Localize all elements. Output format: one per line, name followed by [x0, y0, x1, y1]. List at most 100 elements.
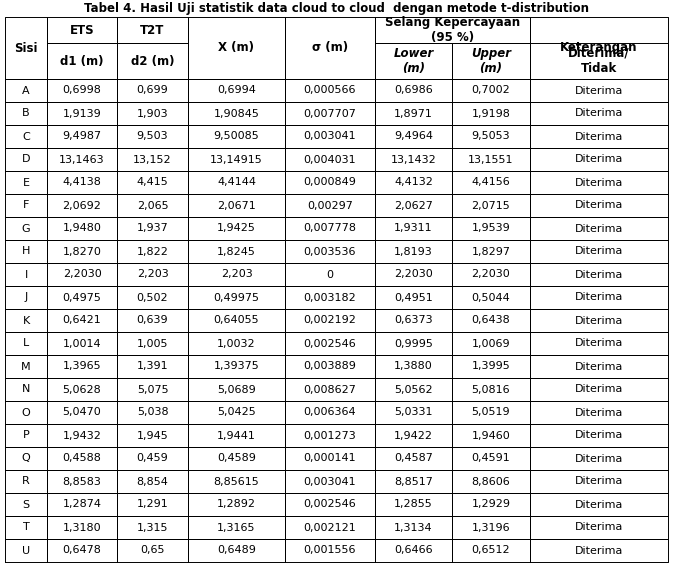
Text: Sisi: Sisi	[14, 41, 38, 55]
Text: 2,2030: 2,2030	[394, 270, 433, 279]
Text: ETS: ETS	[70, 24, 94, 36]
Text: Diterima: Diterima	[575, 224, 623, 233]
Text: Diterima: Diterima	[575, 500, 623, 509]
Text: Diterima: Diterima	[575, 385, 623, 394]
Text: 0,4951: 0,4951	[394, 293, 433, 302]
Text: 1,3965: 1,3965	[63, 362, 101, 371]
Text: 1,3995: 1,3995	[472, 362, 510, 371]
Text: Keterangan: Keterangan	[560, 41, 638, 55]
Text: 0,6489: 0,6489	[217, 546, 256, 555]
Text: 0: 0	[327, 270, 333, 279]
Text: 0,4587: 0,4587	[394, 454, 433, 463]
Text: 0,003041: 0,003041	[304, 477, 356, 486]
Text: 4,415: 4,415	[136, 178, 168, 187]
Text: 1,39375: 1,39375	[213, 362, 259, 371]
Text: 0,699: 0,699	[136, 86, 168, 95]
Text: 1,3134: 1,3134	[394, 523, 433, 532]
Text: R: R	[22, 477, 30, 486]
Text: 0,6438: 0,6438	[472, 316, 510, 325]
Text: 1,291: 1,291	[136, 500, 168, 509]
Text: Diterima: Diterima	[575, 523, 623, 532]
Text: σ (m): σ (m)	[312, 41, 348, 55]
Text: 2,203: 2,203	[136, 270, 168, 279]
Text: 0,4591: 0,4591	[472, 454, 510, 463]
Text: 5,0628: 5,0628	[63, 385, 101, 394]
Text: d2 (m): d2 (m)	[131, 55, 174, 67]
Text: 1,2874: 1,2874	[63, 500, 101, 509]
Text: 1,9539: 1,9539	[472, 224, 510, 233]
Text: T2T: T2T	[140, 24, 165, 36]
Text: 9,503: 9,503	[136, 132, 168, 141]
Text: Diterima: Diterima	[575, 362, 623, 371]
Text: H: H	[22, 247, 30, 256]
Text: 0,006364: 0,006364	[304, 408, 356, 417]
Text: 8,8517: 8,8517	[394, 477, 433, 486]
Text: Diterima: Diterima	[575, 201, 623, 210]
Text: 0,65: 0,65	[140, 546, 165, 555]
Text: Upper
(m): Upper (m)	[471, 47, 511, 75]
Text: 0,000566: 0,000566	[304, 86, 356, 95]
Text: A: A	[22, 86, 30, 95]
Text: 13,14915: 13,14915	[210, 155, 263, 164]
Text: 13,1463: 13,1463	[59, 155, 105, 164]
Text: 0,6478: 0,6478	[63, 546, 101, 555]
Text: 1,8971: 1,8971	[394, 109, 433, 118]
Text: 1,9432: 1,9432	[63, 431, 101, 440]
Text: E: E	[22, 178, 30, 187]
Text: 1,8270: 1,8270	[63, 247, 101, 256]
Text: Diterima: Diterima	[575, 109, 623, 118]
Text: Diterima/
Tidak: Diterima/ Tidak	[568, 47, 630, 75]
Text: 1,2929: 1,2929	[472, 500, 510, 509]
Text: 1,9311: 1,9311	[394, 224, 433, 233]
Text: 1,3196: 1,3196	[472, 523, 510, 532]
Text: Diterima: Diterima	[575, 132, 623, 141]
Text: 1,9422: 1,9422	[394, 431, 433, 440]
Text: 1,0069: 1,0069	[472, 339, 510, 348]
Text: 2,0627: 2,0627	[394, 201, 433, 210]
Text: 5,0331: 5,0331	[394, 408, 433, 417]
Text: 1,9460: 1,9460	[472, 431, 510, 440]
Text: Tabel 4. Hasil Uji statistik data cloud to cloud  dengan metode t-distribution: Tabel 4. Hasil Uji statistik data cloud …	[84, 2, 589, 15]
Text: 1,005: 1,005	[137, 339, 168, 348]
Text: K: K	[22, 316, 30, 325]
Text: 5,0689: 5,0689	[217, 385, 256, 394]
Text: 2,203: 2,203	[221, 270, 252, 279]
Text: 0,002192: 0,002192	[304, 316, 356, 325]
Text: 2,065: 2,065	[136, 201, 168, 210]
Text: P: P	[23, 431, 30, 440]
Text: 5,0519: 5,0519	[472, 408, 510, 417]
Text: 9,4987: 9,4987	[62, 132, 101, 141]
Text: 1,3165: 1,3165	[217, 523, 256, 532]
Text: 0,64055: 0,64055	[214, 316, 259, 325]
Text: B: B	[22, 109, 30, 118]
Text: Diterima: Diterima	[575, 316, 623, 325]
Text: 0,459: 0,459	[136, 454, 168, 463]
Text: 0,49975: 0,49975	[213, 293, 259, 302]
Text: 1,9425: 1,9425	[217, 224, 256, 233]
Text: L: L	[23, 339, 29, 348]
Text: 0,6986: 0,6986	[394, 86, 433, 95]
Text: 1,9441: 1,9441	[217, 431, 256, 440]
Text: 5,075: 5,075	[136, 385, 168, 394]
Text: 0,6373: 0,6373	[394, 316, 433, 325]
Text: 0,001556: 0,001556	[304, 546, 356, 555]
Text: 1,0014: 1,0014	[63, 339, 101, 348]
Text: Diterima: Diterima	[575, 86, 623, 95]
Text: 0,6994: 0,6994	[217, 86, 256, 95]
Text: Diterima: Diterima	[575, 155, 623, 164]
Text: 2,2030: 2,2030	[63, 270, 101, 279]
Text: 0,6998: 0,6998	[63, 86, 101, 95]
Text: 1,3880: 1,3880	[394, 362, 433, 371]
Text: 1,391: 1,391	[136, 362, 168, 371]
Text: Lower
(m): Lower (m)	[394, 47, 433, 75]
Text: 0,008627: 0,008627	[304, 385, 356, 394]
Text: 13,1432: 13,1432	[391, 155, 436, 164]
Text: Diterima: Diterima	[575, 270, 623, 279]
Text: 0,003182: 0,003182	[304, 293, 356, 302]
Text: 0,002121: 0,002121	[304, 523, 356, 532]
Text: 1,8297: 1,8297	[472, 247, 510, 256]
Text: 1,2892: 1,2892	[217, 500, 256, 509]
Text: 8,8583: 8,8583	[63, 477, 101, 486]
Text: I: I	[24, 270, 28, 279]
Text: 5,038: 5,038	[136, 408, 168, 417]
